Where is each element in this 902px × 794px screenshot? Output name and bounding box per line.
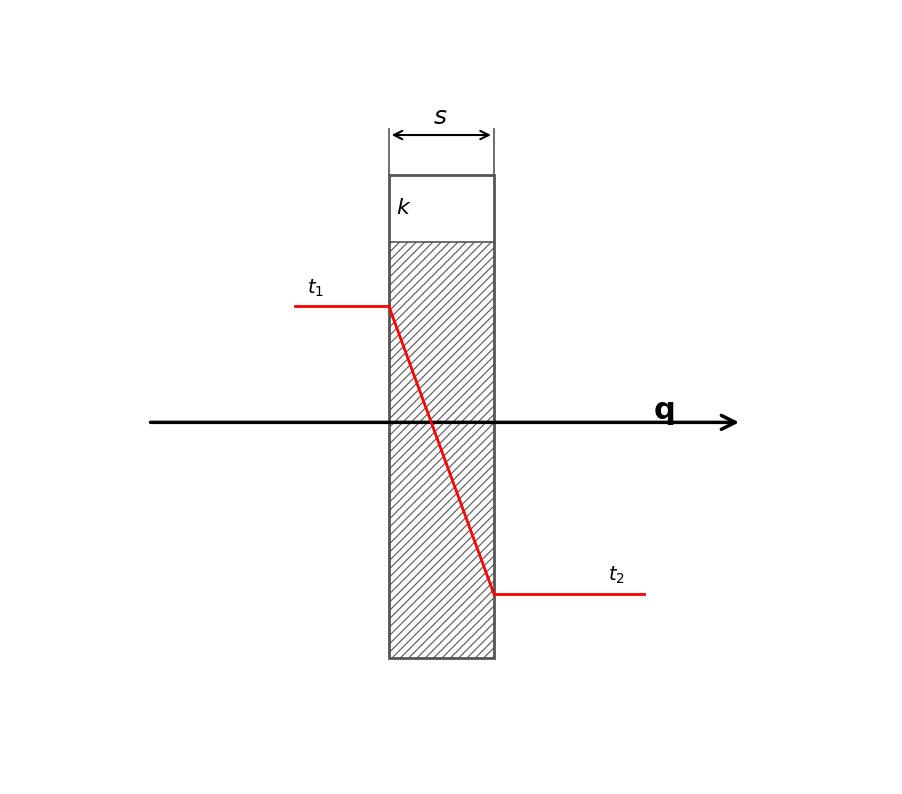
Text: s: s — [433, 105, 446, 129]
Text: q: q — [654, 395, 676, 425]
Bar — [389, 175, 493, 657]
Bar — [389, 242, 493, 657]
Bar — [389, 175, 493, 242]
Text: k: k — [396, 198, 410, 218]
Text: $t_2$: $t_2$ — [608, 565, 624, 586]
Text: $t_1$: $t_1$ — [307, 277, 324, 299]
